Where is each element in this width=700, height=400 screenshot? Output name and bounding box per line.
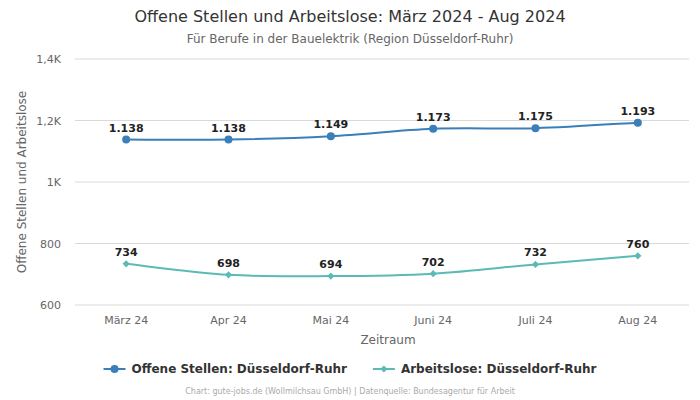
data-label: 702 bbox=[422, 256, 445, 269]
data-label: 1.149 bbox=[313, 118, 348, 131]
legend-label: Offene Stellen: Düsseldorf-Ruhr bbox=[132, 362, 347, 376]
data-point bbox=[532, 261, 539, 268]
grid-line bbox=[75, 59, 689, 60]
y-axis-title: Offene Stellen und Arbeitslose bbox=[15, 91, 29, 273]
data-label: 760 bbox=[626, 238, 649, 251]
data-label: 694 bbox=[319, 258, 342, 271]
x-axis-title: Zeitraum bbox=[360, 333, 415, 347]
plot-area bbox=[122, 119, 642, 280]
data-label: 732 bbox=[524, 246, 547, 259]
data-point bbox=[225, 136, 233, 144]
data-point bbox=[122, 136, 130, 144]
data-point bbox=[634, 252, 641, 259]
data-label: 1.138 bbox=[109, 122, 144, 135]
grid-line bbox=[75, 120, 689, 121]
data-point bbox=[327, 272, 334, 279]
legend-marker bbox=[380, 365, 387, 372]
y-tick-label: 1,4K bbox=[36, 53, 61, 66]
source: Chart: gute-jobs.de (Wollmilchsau GmbH) … bbox=[185, 387, 515, 396]
data-label: 734 bbox=[115, 246, 138, 259]
data-labels: 1.138 1.138 1.149 1.173 1.175 1.193 734 698 694 7… bbox=[109, 105, 655, 271]
x-tick-label: Apr 24 bbox=[210, 314, 247, 327]
data-point bbox=[225, 271, 232, 278]
grid-line bbox=[75, 182, 689, 183]
data-label: 1.193 bbox=[620, 105, 655, 118]
data-label: 698 bbox=[217, 257, 240, 270]
data-point bbox=[123, 260, 130, 267]
title: Offene Stellen und Arbeitslose: März 202… bbox=[134, 7, 565, 26]
data-point bbox=[327, 132, 335, 140]
x-tick-label: Juni 24 bbox=[413, 314, 452, 327]
data-point bbox=[634, 119, 642, 127]
series-line bbox=[126, 123, 638, 140]
x-tick-label: Juli 24 bbox=[518, 314, 553, 327]
legend-item: Arbeitslose: Düsseldorf-Ruhr bbox=[373, 362, 597, 376]
legend-marker bbox=[111, 365, 119, 373]
y-tick-label: 1,2K bbox=[36, 115, 61, 128]
legend-item: Offene Stellen: Düsseldorf-Ruhr bbox=[104, 362, 347, 376]
series-line bbox=[126, 256, 638, 277]
y-tick-label: 600 bbox=[40, 299, 61, 312]
y-tick-label: 800 bbox=[40, 238, 61, 251]
chart: Offene Stellen und Arbeitslose: März 202… bbox=[0, 0, 700, 400]
grid-line bbox=[75, 305, 689, 306]
legend: Offene Stellen: Düsseldorf-Ruhr Arbeitslo… bbox=[104, 362, 597, 376]
data-label: 1.175 bbox=[518, 110, 553, 123]
data-point bbox=[430, 270, 437, 277]
y-tick-label: 1K bbox=[47, 176, 62, 189]
data-label: 1.138 bbox=[211, 122, 246, 135]
subtitle: Für Berufe in der Bauelektrik (Region Dü… bbox=[187, 32, 514, 46]
data-point bbox=[532, 124, 540, 132]
data-point bbox=[429, 125, 437, 133]
grid-line bbox=[75, 243, 689, 244]
x-tick-label: Mai 24 bbox=[312, 314, 349, 327]
data-label: 1.173 bbox=[416, 111, 451, 124]
x-tick-label: März 24 bbox=[104, 314, 148, 327]
legend-label: Arbeitslose: Düsseldorf-Ruhr bbox=[401, 362, 597, 376]
x-tick-label: Aug 24 bbox=[618, 314, 657, 327]
